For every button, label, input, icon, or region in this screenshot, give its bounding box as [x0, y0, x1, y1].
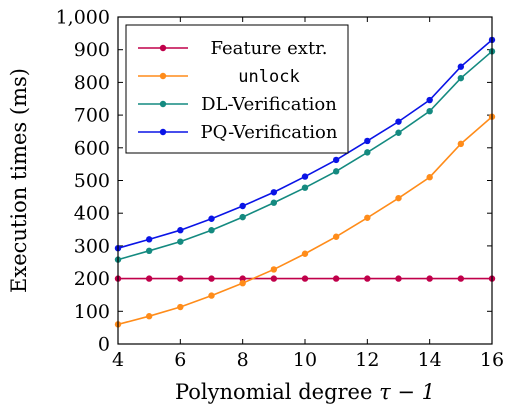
y-tick-label: 200 [74, 268, 110, 290]
data-point [426, 107, 433, 115]
series-pq-verification [114, 36, 496, 252]
legend: Feature extr. unlock DL-Verification PQ-Ver… [125, 24, 349, 154]
y-tick-label: 900 [74, 39, 110, 61]
data-point [364, 137, 371, 145]
legend-entry: Feature extr. [138, 38, 328, 59]
data-point [395, 118, 402, 125]
data-point [208, 215, 215, 222]
data-point [332, 275, 340, 282]
legend-label: PQ-Verification [201, 122, 338, 143]
series-feature-extr [114, 275, 496, 282]
data-point [457, 275, 465, 282]
x-tick-label: 10 [293, 349, 317, 371]
x-tick-label: 4 [112, 349, 124, 371]
legend-marker [159, 128, 167, 136]
y-tick-label: 400 [74, 203, 110, 225]
series-unlock [114, 113, 496, 328]
legend-entry: unlock [138, 67, 300, 87]
data-point [145, 236, 153, 243]
y-tick-label: 800 [74, 72, 110, 94]
data-point [270, 199, 278, 206]
data-point [364, 275, 371, 282]
x-axis-ticks: 4 6 8 10 12 14 16 [112, 17, 504, 371]
legend-marker [159, 72, 167, 80]
y-tick-label: 1,000 [56, 7, 110, 29]
data-point [301, 275, 309, 282]
x-axis-label-math: τ − 1 [379, 380, 435, 404]
legend-label: unlock [238, 67, 299, 87]
y-axis-label: Execution times (ms) [7, 68, 31, 293]
legend-entry: PQ-Verification [138, 122, 338, 143]
data-point [270, 275, 278, 282]
x-tick-label: 16 [480, 349, 504, 371]
y-tick-label: 600 [74, 137, 110, 159]
x-tick-label: 8 [237, 349, 249, 371]
data-point [395, 275, 402, 282]
data-point [395, 129, 402, 136]
y-tick-label: 100 [74, 301, 110, 323]
series-layer [114, 36, 496, 328]
legend-entry: DL-Verification [138, 94, 337, 115]
data-point [270, 189, 278, 196]
legend-label: DL-Verification [201, 94, 337, 115]
data-point [208, 275, 215, 282]
data-point [301, 184, 309, 191]
x-axis-label: Polynomial degree τ − 1 [175, 380, 435, 404]
data-point [208, 292, 215, 299]
data-point [426, 275, 433, 282]
legend-marker [159, 44, 167, 52]
y-tick-label: 700 [74, 105, 110, 127]
legend-marker [159, 100, 167, 108]
y-tick-label: 300 [74, 235, 110, 257]
data-point [426, 96, 433, 104]
data-point [457, 140, 465, 148]
x-tick-label: 14 [418, 349, 442, 371]
data-point [457, 63, 465, 70]
data-point [177, 227, 184, 234]
data-point [208, 227, 215, 234]
data-point [177, 275, 184, 282]
data-point [270, 266, 278, 273]
data-point [239, 213, 246, 221]
data-point [301, 173, 309, 180]
data-point [332, 168, 340, 175]
data-point [332, 156, 340, 164]
data-point [177, 303, 184, 311]
x-tick-label: 12 [355, 349, 379, 371]
data-point [364, 214, 371, 221]
data-point [239, 202, 246, 210]
data-point [457, 74, 465, 82]
data-point [145, 275, 153, 282]
x-axis-label-text: Polynomial degree [175, 380, 379, 404]
x-tick-label: 6 [174, 349, 186, 371]
data-point [395, 194, 402, 202]
y-tick-label: 500 [74, 170, 110, 192]
data-point [332, 233, 340, 240]
data-point [177, 238, 184, 245]
data-point [145, 313, 153, 320]
legend-label: Feature extr. [210, 38, 327, 59]
data-point [145, 247, 153, 255]
plot-frame [117, 16, 493, 345]
y-axis-ticks: 0 100 200 300 400 500 600 700 800 900 1,000 [56, 7, 492, 356]
data-point [239, 275, 246, 282]
data-point [301, 250, 309, 257]
y-tick-label: 0 [98, 334, 110, 356]
data-point [364, 149, 371, 156]
data-point [426, 174, 433, 181]
data-point [239, 279, 246, 287]
